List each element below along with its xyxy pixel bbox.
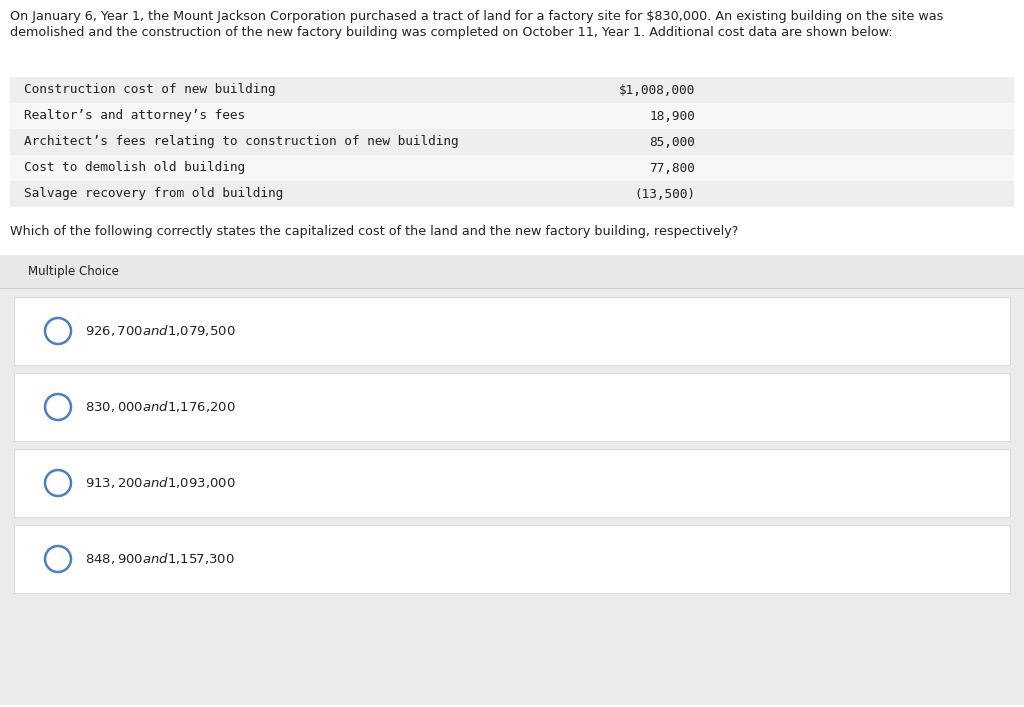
Text: $926,700 and $1,079,500: $926,700 and $1,079,500 bbox=[85, 324, 236, 339]
Text: demolished and the construction of the new factory building was completed on Oct: demolished and the construction of the n… bbox=[10, 26, 893, 39]
Text: On January 6, Year 1, the Mount Jackson Corporation purchased a tract of land fo: On January 6, Year 1, the Mount Jackson … bbox=[10, 10, 943, 23]
Bar bbox=[0, 255, 1024, 289]
Text: Architect’s fees relating to construction of new building: Architect’s fees relating to constructio… bbox=[24, 136, 459, 148]
Text: Salvage recovery from old building: Salvage recovery from old building bbox=[24, 187, 284, 201]
Text: 85,000: 85,000 bbox=[649, 136, 695, 148]
Bar bbox=[10, 77, 1014, 103]
Text: Construction cost of new building: Construction cost of new building bbox=[24, 83, 275, 96]
Bar bbox=[0, 255, 1024, 705]
Bar bbox=[0, 288, 1024, 289]
Text: 18,900: 18,900 bbox=[649, 110, 695, 122]
Text: (13,500): (13,500) bbox=[634, 187, 695, 201]
Bar bbox=[14, 525, 1010, 593]
Bar bbox=[10, 181, 1014, 207]
Text: Multiple Choice: Multiple Choice bbox=[28, 266, 119, 279]
Bar bbox=[10, 129, 1014, 155]
Text: Which of the following correctly states the capitalized cost of the land and the: Which of the following correctly states … bbox=[10, 225, 738, 238]
Bar bbox=[14, 373, 1010, 441]
Text: $1,008,000: $1,008,000 bbox=[618, 83, 695, 96]
Text: $848,900 and $1,157,300: $848,900 and $1,157,300 bbox=[85, 551, 234, 566]
Text: Realtor’s and attorney’s fees: Realtor’s and attorney’s fees bbox=[24, 110, 245, 122]
Bar bbox=[10, 155, 1014, 181]
Bar bbox=[10, 103, 1014, 129]
Bar bbox=[14, 449, 1010, 517]
Text: Cost to demolish old building: Cost to demolish old building bbox=[24, 161, 245, 175]
Bar bbox=[14, 297, 1010, 365]
Text: 77,800: 77,800 bbox=[649, 161, 695, 175]
Text: $830,000 and $1,176,200: $830,000 and $1,176,200 bbox=[85, 399, 236, 414]
Text: $913,200 and $1,093,000: $913,200 and $1,093,000 bbox=[85, 476, 236, 491]
